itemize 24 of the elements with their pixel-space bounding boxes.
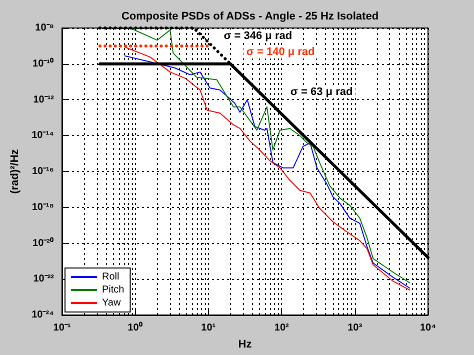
chart-title: Composite PSDs of ADSs - Angle - 25 Hz Isolated (121, 10, 379, 22)
y-tick-label: 10⁻²⁰ (32, 236, 54, 249)
y-tick-label: 10⁻²⁴ (32, 310, 54, 320)
y-tick-label: 10⁻⁸ (35, 22, 54, 34)
series-label: σ = 63 μ rad (290, 86, 353, 98)
y-tick-label: 10⁻¹⁰ (32, 57, 54, 70)
series-label: σ = 346 μ rad (224, 30, 292, 42)
x-tick-label: 10³ (348, 322, 363, 334)
x-tick-label: 10⁴ (420, 322, 436, 334)
y-tick-label: 10⁻¹⁴ (32, 130, 54, 142)
y-tick-label: 10⁻¹² (33, 94, 55, 106)
x-tick-label: 10⁰ (128, 322, 143, 334)
x-tick-label: 10⁻¹ (53, 322, 72, 334)
y-axis-title: (rad)²/Hz (9, 148, 22, 194)
y-tick-label: 10⁻²² (33, 274, 55, 285)
y-tick-label: 10⁻¹⁶ (32, 166, 54, 177)
legend-label: Roll (102, 272, 120, 282)
x-tick-label: 10² (274, 322, 290, 334)
x-axis-title: Hz (238, 338, 252, 350)
y-tick-label: 10⁻¹⁸ (32, 202, 54, 213)
legend-label: Pitch (102, 284, 124, 296)
x-tick-label: 10¹ (201, 322, 216, 334)
text: σ = 140 μ rad (246, 46, 315, 58)
legend-label: Yaw (102, 298, 122, 308)
